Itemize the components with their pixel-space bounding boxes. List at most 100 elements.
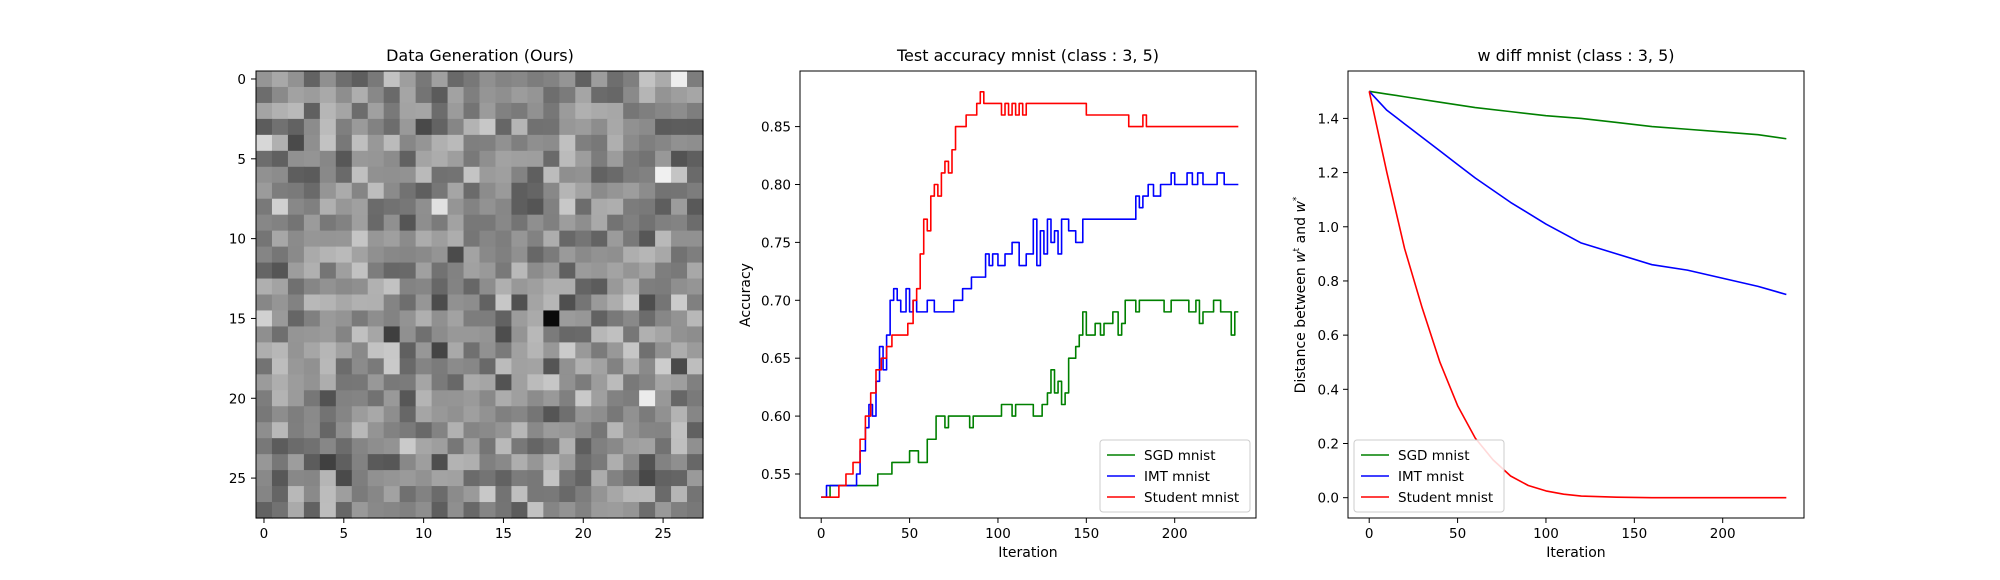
heatmap-cell bbox=[463, 294, 481, 312]
heatmap-cell bbox=[415, 438, 433, 455]
heatmap-cell bbox=[607, 310, 624, 328]
heatmap-cell bbox=[607, 278, 624, 296]
heatmap-cell bbox=[543, 246, 560, 264]
heatmap-cell bbox=[639, 150, 656, 168]
heatmap-cell bbox=[479, 230, 497, 248]
heatmap-cell bbox=[271, 71, 289, 88]
x-tick-label: 0 bbox=[260, 526, 269, 542]
heatmap-cell bbox=[655, 342, 672, 359]
heatmap-cell bbox=[399, 502, 417, 519]
heatmap-cell bbox=[575, 342, 592, 359]
heatmap-cell bbox=[319, 342, 337, 359]
heatmap-cell bbox=[687, 342, 704, 359]
heatmap-cell bbox=[351, 182, 369, 200]
heatmap-cell bbox=[495, 118, 513, 136]
heatmap-cell bbox=[431, 358, 449, 375]
heatmap-cell bbox=[671, 102, 688, 120]
heatmap-cell bbox=[367, 198, 385, 216]
heatmap-cell bbox=[591, 198, 608, 216]
heatmap-cell bbox=[527, 406, 544, 423]
heatmap-cell bbox=[383, 214, 401, 232]
heatmap-cell bbox=[256, 358, 273, 375]
heatmap-cell bbox=[335, 230, 353, 248]
heatmap-cell bbox=[415, 246, 433, 264]
heatmap-cell bbox=[319, 422, 337, 439]
heatmap-cell bbox=[543, 422, 560, 439]
heatmap-cell bbox=[655, 310, 672, 328]
heatmap-cell bbox=[527, 134, 544, 152]
heatmap-cell bbox=[351, 71, 369, 88]
heatmap-cell bbox=[463, 150, 481, 168]
heatmap-cell bbox=[287, 278, 305, 296]
heatmap-cell bbox=[655, 470, 672, 487]
chart-title: Data Generation (Ours) bbox=[386, 46, 574, 65]
heatmap-cell bbox=[367, 230, 385, 248]
heatmap-cell bbox=[447, 230, 465, 248]
heatmap-cell bbox=[591, 342, 608, 359]
heatmap-cell bbox=[527, 486, 544, 503]
heatmap-cell bbox=[479, 182, 497, 200]
heatmap-cell bbox=[351, 374, 369, 391]
legend-label: SGD mnist bbox=[1398, 448, 1470, 464]
heatmap-cell bbox=[559, 230, 576, 248]
heatmap-cell bbox=[559, 454, 576, 471]
heatmap-cell bbox=[287, 86, 305, 104]
heatmap-cell bbox=[655, 71, 672, 88]
heatmap-cell bbox=[303, 454, 321, 471]
heatmap-cell bbox=[639, 326, 656, 343]
heatmap-cell bbox=[335, 246, 353, 264]
heatmap-cell bbox=[431, 342, 449, 359]
heatmap-cell bbox=[447, 278, 465, 296]
heatmap-cell bbox=[479, 326, 497, 343]
heatmap-cell bbox=[495, 182, 513, 200]
heatmap-cell bbox=[607, 406, 624, 423]
heatmap-cell bbox=[671, 390, 688, 407]
heatmap-cell bbox=[463, 86, 481, 104]
heatmap-cell bbox=[559, 502, 576, 519]
heatmap-cell bbox=[319, 246, 337, 264]
heatmap-cell bbox=[495, 422, 513, 439]
heatmap-cell bbox=[639, 390, 656, 407]
heatmap-cell bbox=[383, 486, 401, 503]
heatmap-cell bbox=[623, 470, 640, 487]
heatmap-cell bbox=[383, 150, 401, 168]
heatmap-cell bbox=[495, 390, 513, 407]
heatmap-cell bbox=[447, 374, 465, 391]
heatmap-cell bbox=[655, 486, 672, 503]
heatmap-cell bbox=[559, 278, 576, 296]
heatmap-cell bbox=[303, 230, 321, 248]
heatmap-cell bbox=[479, 214, 497, 232]
heatmap-cell bbox=[479, 118, 497, 136]
heatmap-cell bbox=[687, 390, 704, 407]
y-tick-label: 0.55 bbox=[761, 467, 791, 483]
heatmap-cell bbox=[495, 406, 513, 423]
heatmap-cell bbox=[607, 214, 624, 232]
heatmap-cell bbox=[335, 118, 353, 136]
heatmap-cell bbox=[399, 294, 417, 312]
heatmap-cell bbox=[591, 358, 608, 375]
heatmap-cell bbox=[287, 262, 305, 280]
heatmap-cell bbox=[559, 438, 576, 455]
heatmap-cell bbox=[671, 358, 688, 375]
heatmap-cell bbox=[335, 358, 353, 375]
heatmap-cell bbox=[591, 406, 608, 423]
heatmap-cell bbox=[367, 326, 385, 343]
y-tick-label: 0.60 bbox=[761, 409, 791, 425]
heatmap-cell bbox=[367, 342, 385, 359]
heatmap-cell bbox=[639, 374, 656, 391]
heatmap-cell bbox=[527, 454, 544, 471]
heatmap-cell bbox=[479, 102, 497, 120]
heatmap-cell bbox=[527, 150, 544, 168]
heatmap-cell bbox=[575, 454, 592, 471]
heatmap-cell bbox=[287, 118, 305, 136]
heatmap-cell bbox=[511, 486, 528, 503]
heatmap-cell bbox=[511, 310, 528, 328]
heatmap-cell bbox=[671, 214, 688, 232]
heatmap-cell bbox=[303, 342, 321, 359]
heatmap-cell bbox=[607, 246, 624, 264]
heatmap-cell bbox=[287, 342, 305, 359]
heatmap-cell bbox=[543, 454, 560, 471]
heatmap-cell bbox=[527, 71, 544, 88]
heatmap-cell bbox=[399, 438, 417, 455]
heatmap-cell bbox=[271, 486, 289, 503]
